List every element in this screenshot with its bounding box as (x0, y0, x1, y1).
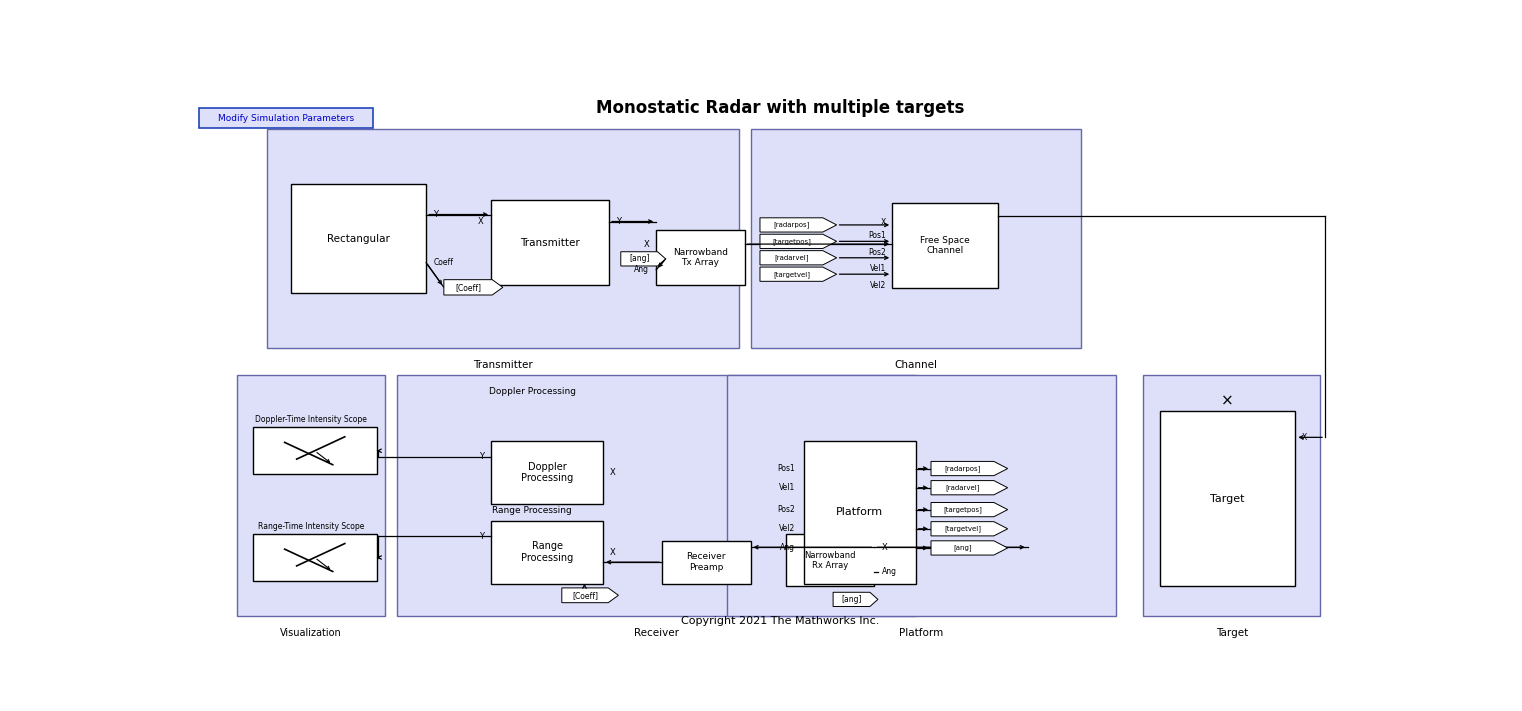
Text: Ang: Ang (881, 567, 896, 576)
FancyBboxPatch shape (291, 184, 426, 294)
FancyBboxPatch shape (492, 520, 603, 584)
FancyBboxPatch shape (750, 129, 1081, 348)
Polygon shape (833, 592, 878, 606)
Text: [radarpos]: [radarpos] (944, 465, 980, 472)
Text: Coeff: Coeff (434, 258, 454, 267)
Text: [Coeff]: [Coeff] (572, 591, 598, 600)
Polygon shape (931, 461, 1008, 476)
Text: Doppler Processing: Doppler Processing (489, 387, 575, 397)
Text: Transmitter: Transmitter (473, 360, 533, 370)
Text: Vel2: Vel2 (871, 281, 886, 289)
FancyBboxPatch shape (253, 427, 376, 474)
Text: Range
Processing: Range Processing (521, 541, 574, 563)
Text: X: X (610, 468, 616, 477)
Text: [ang]: [ang] (953, 545, 971, 551)
Polygon shape (931, 522, 1008, 536)
FancyBboxPatch shape (1143, 375, 1320, 616)
Text: X: X (1301, 433, 1306, 442)
Text: Doppler-Time Intensity Scope: Doppler-Time Intensity Scope (256, 415, 367, 424)
Text: Range Processing: Range Processing (493, 506, 572, 515)
FancyBboxPatch shape (198, 108, 373, 128)
Text: [targetvel]: [targetvel] (944, 525, 982, 532)
FancyBboxPatch shape (656, 230, 744, 285)
Text: [targetpos]: [targetpos] (772, 238, 811, 245)
Text: X: X (644, 240, 648, 249)
Text: Doppler
Processing: Doppler Processing (521, 462, 574, 483)
FancyBboxPatch shape (662, 541, 750, 584)
FancyBboxPatch shape (266, 129, 738, 348)
FancyBboxPatch shape (237, 375, 385, 616)
Text: [radarpos]: [radarpos] (773, 222, 810, 228)
Text: Vel2: Vel2 (779, 524, 796, 533)
Text: Pos1: Pos1 (869, 231, 886, 240)
Polygon shape (759, 267, 837, 282)
Text: Free Space
Channel: Free Space Channel (921, 236, 970, 255)
Text: X: X (610, 547, 616, 557)
Text: Y: Y (434, 210, 438, 219)
Text: Y: Y (479, 452, 484, 461)
FancyBboxPatch shape (804, 441, 916, 584)
Text: X: X (881, 218, 886, 227)
Text: [ang]: [ang] (842, 595, 861, 604)
Text: Platform: Platform (836, 508, 883, 518)
Text: Pos2: Pos2 (869, 248, 886, 257)
Polygon shape (759, 218, 837, 232)
Text: [radarvel]: [radarvel] (775, 255, 808, 261)
Text: Vel1: Vel1 (779, 483, 796, 492)
Text: Target: Target (1210, 493, 1245, 503)
Polygon shape (759, 234, 837, 248)
Polygon shape (621, 252, 665, 266)
Polygon shape (562, 588, 618, 603)
Polygon shape (444, 279, 502, 295)
Text: X: X (478, 217, 484, 226)
Text: Visualization: Visualization (280, 629, 342, 638)
Text: Narrowband
Rx Array: Narrowband Rx Array (805, 550, 855, 570)
FancyBboxPatch shape (728, 375, 1116, 616)
Text: ×: × (1221, 394, 1234, 409)
Text: Platform: Platform (900, 629, 944, 638)
Text: Monostatic Radar with multiple targets: Monostatic Radar with multiple targets (595, 99, 965, 117)
Text: X: X (881, 542, 887, 552)
Text: [Coeff]: [Coeff] (455, 283, 481, 292)
FancyBboxPatch shape (892, 203, 998, 288)
Text: Channel: Channel (893, 360, 938, 370)
Polygon shape (931, 481, 1008, 495)
FancyBboxPatch shape (397, 375, 916, 616)
Text: Y: Y (479, 532, 484, 541)
Text: [targetpos]: [targetpos] (944, 506, 982, 513)
Polygon shape (931, 541, 1008, 555)
Text: Transmitter: Transmitter (521, 237, 580, 247)
Text: Ang: Ang (635, 265, 648, 274)
Text: Range-Time Intensity Scope: Range-Time Intensity Scope (257, 522, 364, 530)
Text: [ang]: [ang] (629, 255, 650, 263)
FancyBboxPatch shape (253, 534, 376, 581)
Text: Pos1: Pos1 (778, 464, 796, 473)
FancyBboxPatch shape (492, 201, 609, 285)
Text: Rectangular: Rectangular (327, 234, 390, 244)
FancyBboxPatch shape (492, 441, 603, 504)
Text: Modify Simulation Parameters: Modify Simulation Parameters (218, 114, 353, 123)
Text: Ang: Ang (781, 543, 796, 552)
Text: Target: Target (1216, 629, 1248, 638)
FancyBboxPatch shape (1160, 411, 1295, 587)
Text: Receiver: Receiver (633, 629, 679, 638)
Text: Pos2: Pos2 (778, 505, 796, 514)
Text: Narrowband
Tx Array: Narrowband Tx Array (673, 248, 728, 267)
Text: [targetvel]: [targetvel] (773, 271, 810, 277)
Text: [radarvel]: [radarvel] (945, 484, 980, 491)
Text: Receiver
Preamp: Receiver Preamp (686, 552, 726, 572)
Polygon shape (759, 251, 837, 265)
Text: Vel1: Vel1 (871, 264, 886, 273)
Text: Copyright 2021 The Mathworks Inc.: Copyright 2021 The Mathworks Inc. (680, 616, 880, 626)
Polygon shape (931, 503, 1008, 517)
Text: Y: Y (616, 217, 621, 226)
FancyBboxPatch shape (785, 534, 874, 587)
